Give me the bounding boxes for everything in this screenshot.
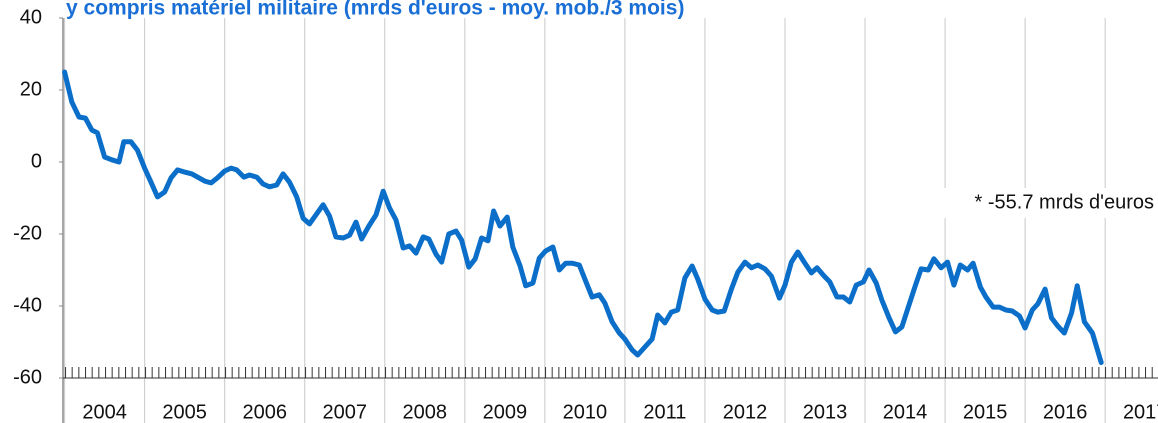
x-tick-label: 2011 [643, 401, 686, 423]
y-tick-label: 40 [20, 6, 42, 28]
x-tick-label: 2007 [323, 401, 368, 423]
x-tick-label: 2017 [1123, 401, 1158, 423]
x-tick-label: 2008 [403, 401, 448, 423]
annotation-bg [914, 188, 1158, 218]
x-tick-label: 2009 [483, 401, 528, 423]
x-tick-label: 2006 [242, 401, 287, 423]
x-tick-label: 2014 [883, 401, 928, 423]
y-tick-label: -40 [13, 294, 42, 316]
annotation: * -55.7 mrds d'euros [975, 191, 1154, 213]
x-tick-label: 2005 [162, 401, 207, 423]
x-tick-label: 2012 [723, 401, 768, 423]
data-line [62, 69, 1104, 365]
chart-title: y compris matériel militaire (mrds d'eur… [66, 0, 684, 20]
x-tick-label: 2013 [803, 401, 848, 423]
minor-ticks [65, 367, 1158, 378]
x-tick-label: 2004 [82, 401, 127, 423]
y-tick-label: -20 [13, 222, 42, 244]
x-tick-label: 2015 [963, 401, 1008, 423]
x-tick-label: 2010 [563, 401, 608, 423]
y-tick-label: -60 [13, 366, 42, 388]
y-tick-label: 20 [20, 78, 42, 100]
y-tick-label: 0 [31, 150, 42, 172]
x-tick-label: 2016 [1043, 401, 1088, 423]
